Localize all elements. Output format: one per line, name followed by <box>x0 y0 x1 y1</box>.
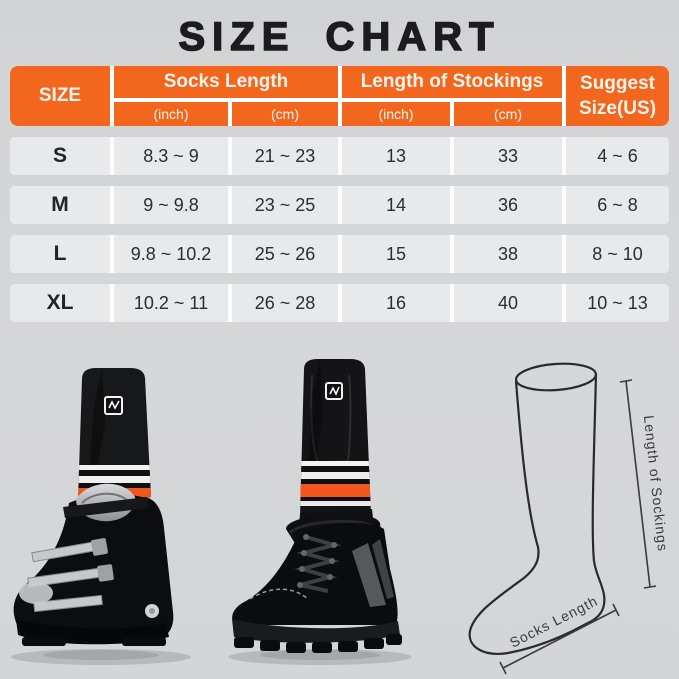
gray-side-accent <box>352 543 386 607</box>
cell-socks-cm: 21 ~ 23 <box>232 137 338 175</box>
header-suggest-line2: Size(US) <box>578 98 657 119</box>
cell-socks-inch: 9.8 ~ 10.2 <box>114 235 228 273</box>
table-row-xl: XL 10.2 ~ 11 26 ~ 28 16 40 10 ~ 13 <box>10 284 669 322</box>
header-socks-cm-unit: (cm) <box>232 102 338 126</box>
outsole-lugs <box>234 634 402 653</box>
cell-size: S <box>10 137 110 175</box>
table-row-l: L 9.8 ~ 10.2 25 ~ 26 15 38 8 ~ 10 <box>10 235 669 273</box>
hiking-boot-photo <box>220 357 432 671</box>
header-stockings-inch-unit: (inch) <box>342 102 450 126</box>
cell-size: XL <box>10 284 110 322</box>
sock-outline <box>468 362 606 655</box>
product-photo-section: Length of Sockings Socks Length <box>0 335 679 679</box>
page-title: SIZE CHART <box>178 14 501 60</box>
cell-stockings-inch: 16 <box>342 284 450 322</box>
buckles <box>27 538 114 613</box>
boot-shadow <box>11 649 191 665</box>
sock-outline-illustration: Length of Sockings Socks Length <box>468 362 671 675</box>
cell-socks-inch: 8.3 ~ 9 <box>114 137 228 175</box>
cell-stockings-cm: 40 <box>454 284 562 322</box>
header-length-of-stockings: Length of Stockings <box>342 66 562 98</box>
stockings-length-measure-line <box>619 379 657 589</box>
header-size: SIZE <box>10 66 110 126</box>
cell-suggest: 8 ~ 10 <box>566 235 669 273</box>
hiking-boot <box>232 509 402 653</box>
brand-logo-glyph <box>108 400 120 410</box>
header-socks-inch-unit: (inch) <box>114 102 228 126</box>
boot-shadow <box>228 649 412 665</box>
size-table: SIZE Socks Length Length of Stockings Su… <box>10 66 669 322</box>
cell-suggest: 4 ~ 6 <box>566 137 669 175</box>
cell-size: L <box>10 235 110 273</box>
cell-socks-inch: 9 ~ 9.8 <box>114 186 228 224</box>
size-table-header: SIZE Socks Length Length of Stockings Su… <box>10 66 669 126</box>
socks-length-measure-line <box>499 603 620 675</box>
hiking-boot-illustration <box>228 359 412 665</box>
cell-suggest: 10 ~ 13 <box>566 284 669 322</box>
cell-stockings-cm: 33 <box>454 137 562 175</box>
cell-socks-cm: 25 ~ 26 <box>232 235 338 273</box>
ski-boot-illustration <box>11 368 191 665</box>
cell-stockings-cm: 38 <box>454 235 562 273</box>
cell-suggest: 6 ~ 8 <box>566 186 669 224</box>
header-suggest-line1: Suggest <box>580 73 655 94</box>
table-row-s: S 8.3 ~ 9 21 ~ 23 13 33 4 ~ 6 <box>10 137 669 175</box>
midsole <box>232 619 400 643</box>
sock-measurement-diagram: Length of Sockings Socks Length <box>448 337 676 679</box>
cell-size: M <box>10 186 110 224</box>
cell-stockings-inch: 15 <box>342 235 450 273</box>
silver-toe-emblem <box>19 582 53 604</box>
ski-boot-photo <box>6 365 204 671</box>
top-strap <box>63 497 149 518</box>
table-row-m: M 9 ~ 9.8 23 ~ 25 14 36 6 ~ 8 <box>10 186 669 224</box>
boot-shadow-inner <box>43 650 159 660</box>
cell-socks-cm: 23 ~ 25 <box>232 186 338 224</box>
stockings-length-label: Length of Sockings <box>641 414 671 552</box>
ski-boot <box>13 483 174 646</box>
header-socks-length: Socks Length <box>114 66 338 98</box>
cell-socks-cm: 26 ~ 28 <box>232 284 338 322</box>
brand-logo-glyph <box>329 386 340 396</box>
cell-stockings-cm: 36 <box>454 186 562 224</box>
cell-socks-inch: 10.2 ~ 11 <box>114 284 228 322</box>
header-suggest-size: Suggest Size(US) <box>566 66 669 126</box>
laces <box>294 534 342 593</box>
header-stockings-cm-unit: (cm) <box>454 102 562 126</box>
cell-stockings-inch: 13 <box>342 137 450 175</box>
heated-sock-middle <box>300 359 371 522</box>
cell-stockings-inch: 14 <box>342 186 450 224</box>
stitching <box>249 588 309 600</box>
